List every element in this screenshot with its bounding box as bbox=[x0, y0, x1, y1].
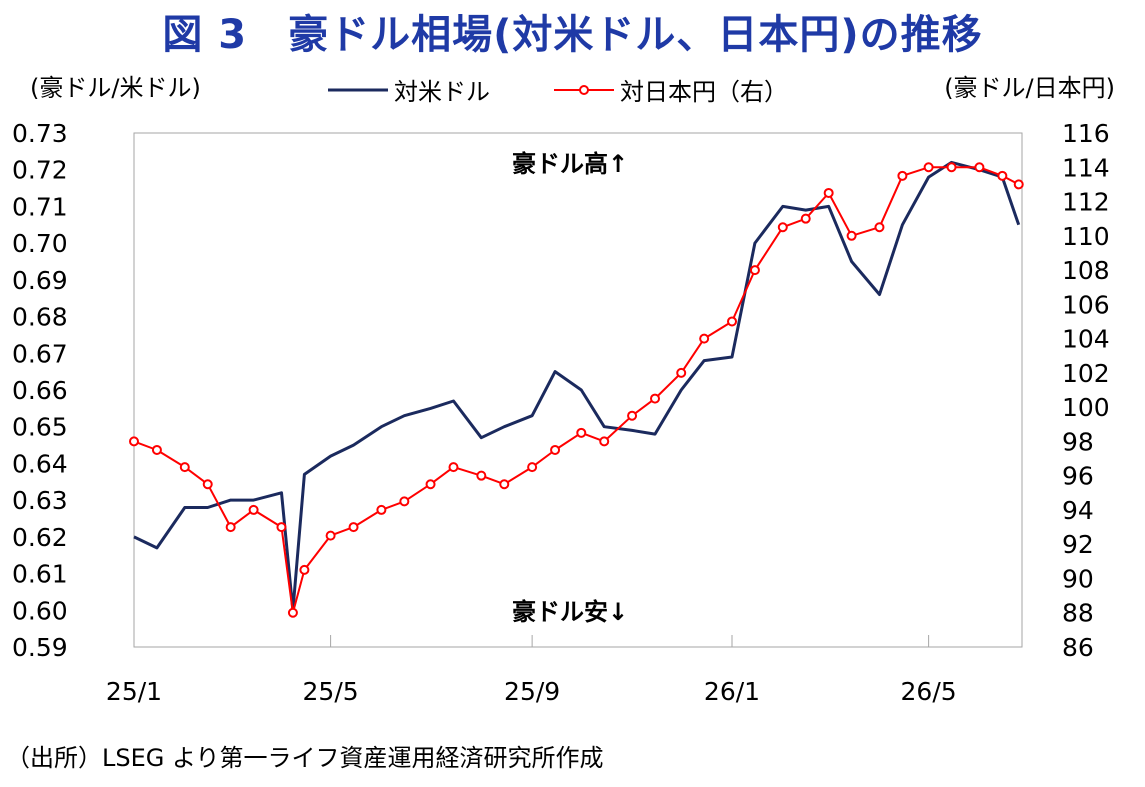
left-tick-label: 0.64 bbox=[12, 449, 68, 478]
series-jpy-point bbox=[448, 462, 459, 473]
series-jpy-point bbox=[476, 470, 487, 481]
source-note: （出所）LSEG より第一ライフ資産運用経済研究所作成 bbox=[6, 744, 604, 772]
series-jpy-point bbox=[151, 444, 162, 455]
right-tick-label: 100 bbox=[1062, 393, 1110, 422]
left-axis-label: (豪ドル/米ドル) bbox=[30, 74, 201, 102]
right-tick-label: 110 bbox=[1062, 222, 1110, 251]
series-jpy-point bbox=[129, 436, 139, 447]
right-tick-label: 90 bbox=[1062, 564, 1094, 593]
left-tick-label: 0.72 bbox=[12, 156, 68, 185]
left-tick-label: 0.73 bbox=[12, 119, 68, 148]
series-jpy-point bbox=[777, 222, 788, 233]
series-jpy-point bbox=[627, 410, 638, 421]
series-jpy-point bbox=[527, 462, 538, 473]
plot-area-frame bbox=[133, 132, 1023, 648]
series-jpy-point bbox=[846, 230, 857, 241]
right-tick-label: 112 bbox=[1062, 188, 1110, 217]
right-axis-label: (豪ドル/日本円) bbox=[944, 74, 1115, 102]
series-jpy-point bbox=[800, 213, 811, 224]
series-jpy-point bbox=[1013, 179, 1024, 190]
series-jpy-point bbox=[974, 162, 985, 173]
series-jpy-point bbox=[325, 530, 336, 541]
series-jpy-point bbox=[202, 479, 213, 490]
annotation-aud-down: 豪ドル安↓ bbox=[512, 598, 628, 626]
series-jpy-point bbox=[897, 170, 908, 181]
right-tick-label: 88 bbox=[1062, 599, 1094, 628]
right-tick-label: 106 bbox=[1062, 290, 1110, 319]
series-jpy-point bbox=[576, 427, 587, 438]
right-tick-label: 102 bbox=[1062, 359, 1110, 388]
left-tick-label: 0.67 bbox=[12, 339, 68, 368]
legend-jpy-label: 対日本円（右） bbox=[620, 78, 788, 106]
left-tick-label: 0.70 bbox=[12, 229, 68, 258]
series-jpy-point bbox=[676, 367, 687, 378]
series-jpy-point bbox=[248, 504, 259, 515]
chart-title: 図 3 豪ドル相場(対米ドル、日本円)の推移 bbox=[162, 12, 983, 58]
series-jpy-point bbox=[946, 162, 957, 173]
x-tick-label: 25/9 bbox=[504, 677, 560, 706]
left-tick-label: 0.63 bbox=[12, 486, 68, 515]
series-jpy-point bbox=[874, 222, 885, 233]
series-jpy-point bbox=[823, 187, 834, 198]
x-tick-label: 25/1 bbox=[106, 677, 162, 706]
left-tick-label: 0.61 bbox=[12, 560, 68, 589]
right-tick-label: 104 bbox=[1062, 325, 1110, 354]
series-jpy-point bbox=[299, 564, 310, 575]
right-tick-label: 116 bbox=[1062, 119, 1110, 148]
x-tick-label: 25/5 bbox=[303, 677, 359, 706]
series-jpy-point bbox=[225, 522, 236, 533]
series-jpy-point bbox=[287, 607, 298, 618]
right-tick-label: 92 bbox=[1062, 530, 1094, 559]
series-jpy-point bbox=[650, 393, 661, 404]
left-tick-label: 0.60 bbox=[12, 596, 68, 625]
series-jpy-point bbox=[997, 170, 1008, 181]
series-jpy-point bbox=[179, 462, 190, 473]
annotation-aud-up: 豪ドル高↑ bbox=[512, 150, 628, 178]
right-tick-label: 94 bbox=[1062, 496, 1094, 525]
series-jpy-line bbox=[133, 166, 1020, 614]
x-tick-label: 26/1 bbox=[704, 677, 760, 706]
left-tick-label: 0.68 bbox=[12, 303, 68, 332]
left-tick-label: 0.62 bbox=[12, 523, 68, 552]
right-tick-label: 96 bbox=[1062, 462, 1094, 491]
series-jpy-point bbox=[699, 333, 710, 344]
x-tick-label: 26/5 bbox=[901, 677, 957, 706]
right-tick-label: 86 bbox=[1062, 633, 1094, 662]
series-jpy-point bbox=[425, 479, 436, 490]
left-tick-label: 0.66 bbox=[12, 376, 68, 405]
series-jpy-point bbox=[499, 479, 510, 490]
right-tick-label: 114 bbox=[1062, 153, 1110, 182]
legend: 対米ドル 対日本円（右） bbox=[328, 78, 788, 106]
series-jpy-point bbox=[276, 522, 287, 533]
left-tick-label: 0.69 bbox=[12, 266, 68, 295]
left-tick-label: 0.65 bbox=[12, 413, 68, 442]
legend-jpy-marker bbox=[579, 85, 589, 95]
series-jpy-point bbox=[348, 522, 359, 533]
series-jpy-point bbox=[749, 265, 760, 276]
series-jpy-point bbox=[399, 496, 410, 507]
left-tick-label: 0.71 bbox=[12, 192, 68, 221]
series-jpy-point bbox=[376, 504, 387, 515]
left-tick-label: 0.59 bbox=[12, 633, 68, 662]
series-jpy-point bbox=[923, 162, 934, 173]
legend-usd-label: 対米ドル bbox=[394, 78, 490, 106]
series-usd-line bbox=[133, 160, 1021, 612]
right-tick-label: 98 bbox=[1062, 427, 1094, 456]
series-jpy-point bbox=[599, 436, 610, 447]
series-jpy-point bbox=[727, 316, 738, 327]
right-tick-label: 108 bbox=[1062, 256, 1110, 285]
series-jpy-point bbox=[550, 444, 561, 455]
